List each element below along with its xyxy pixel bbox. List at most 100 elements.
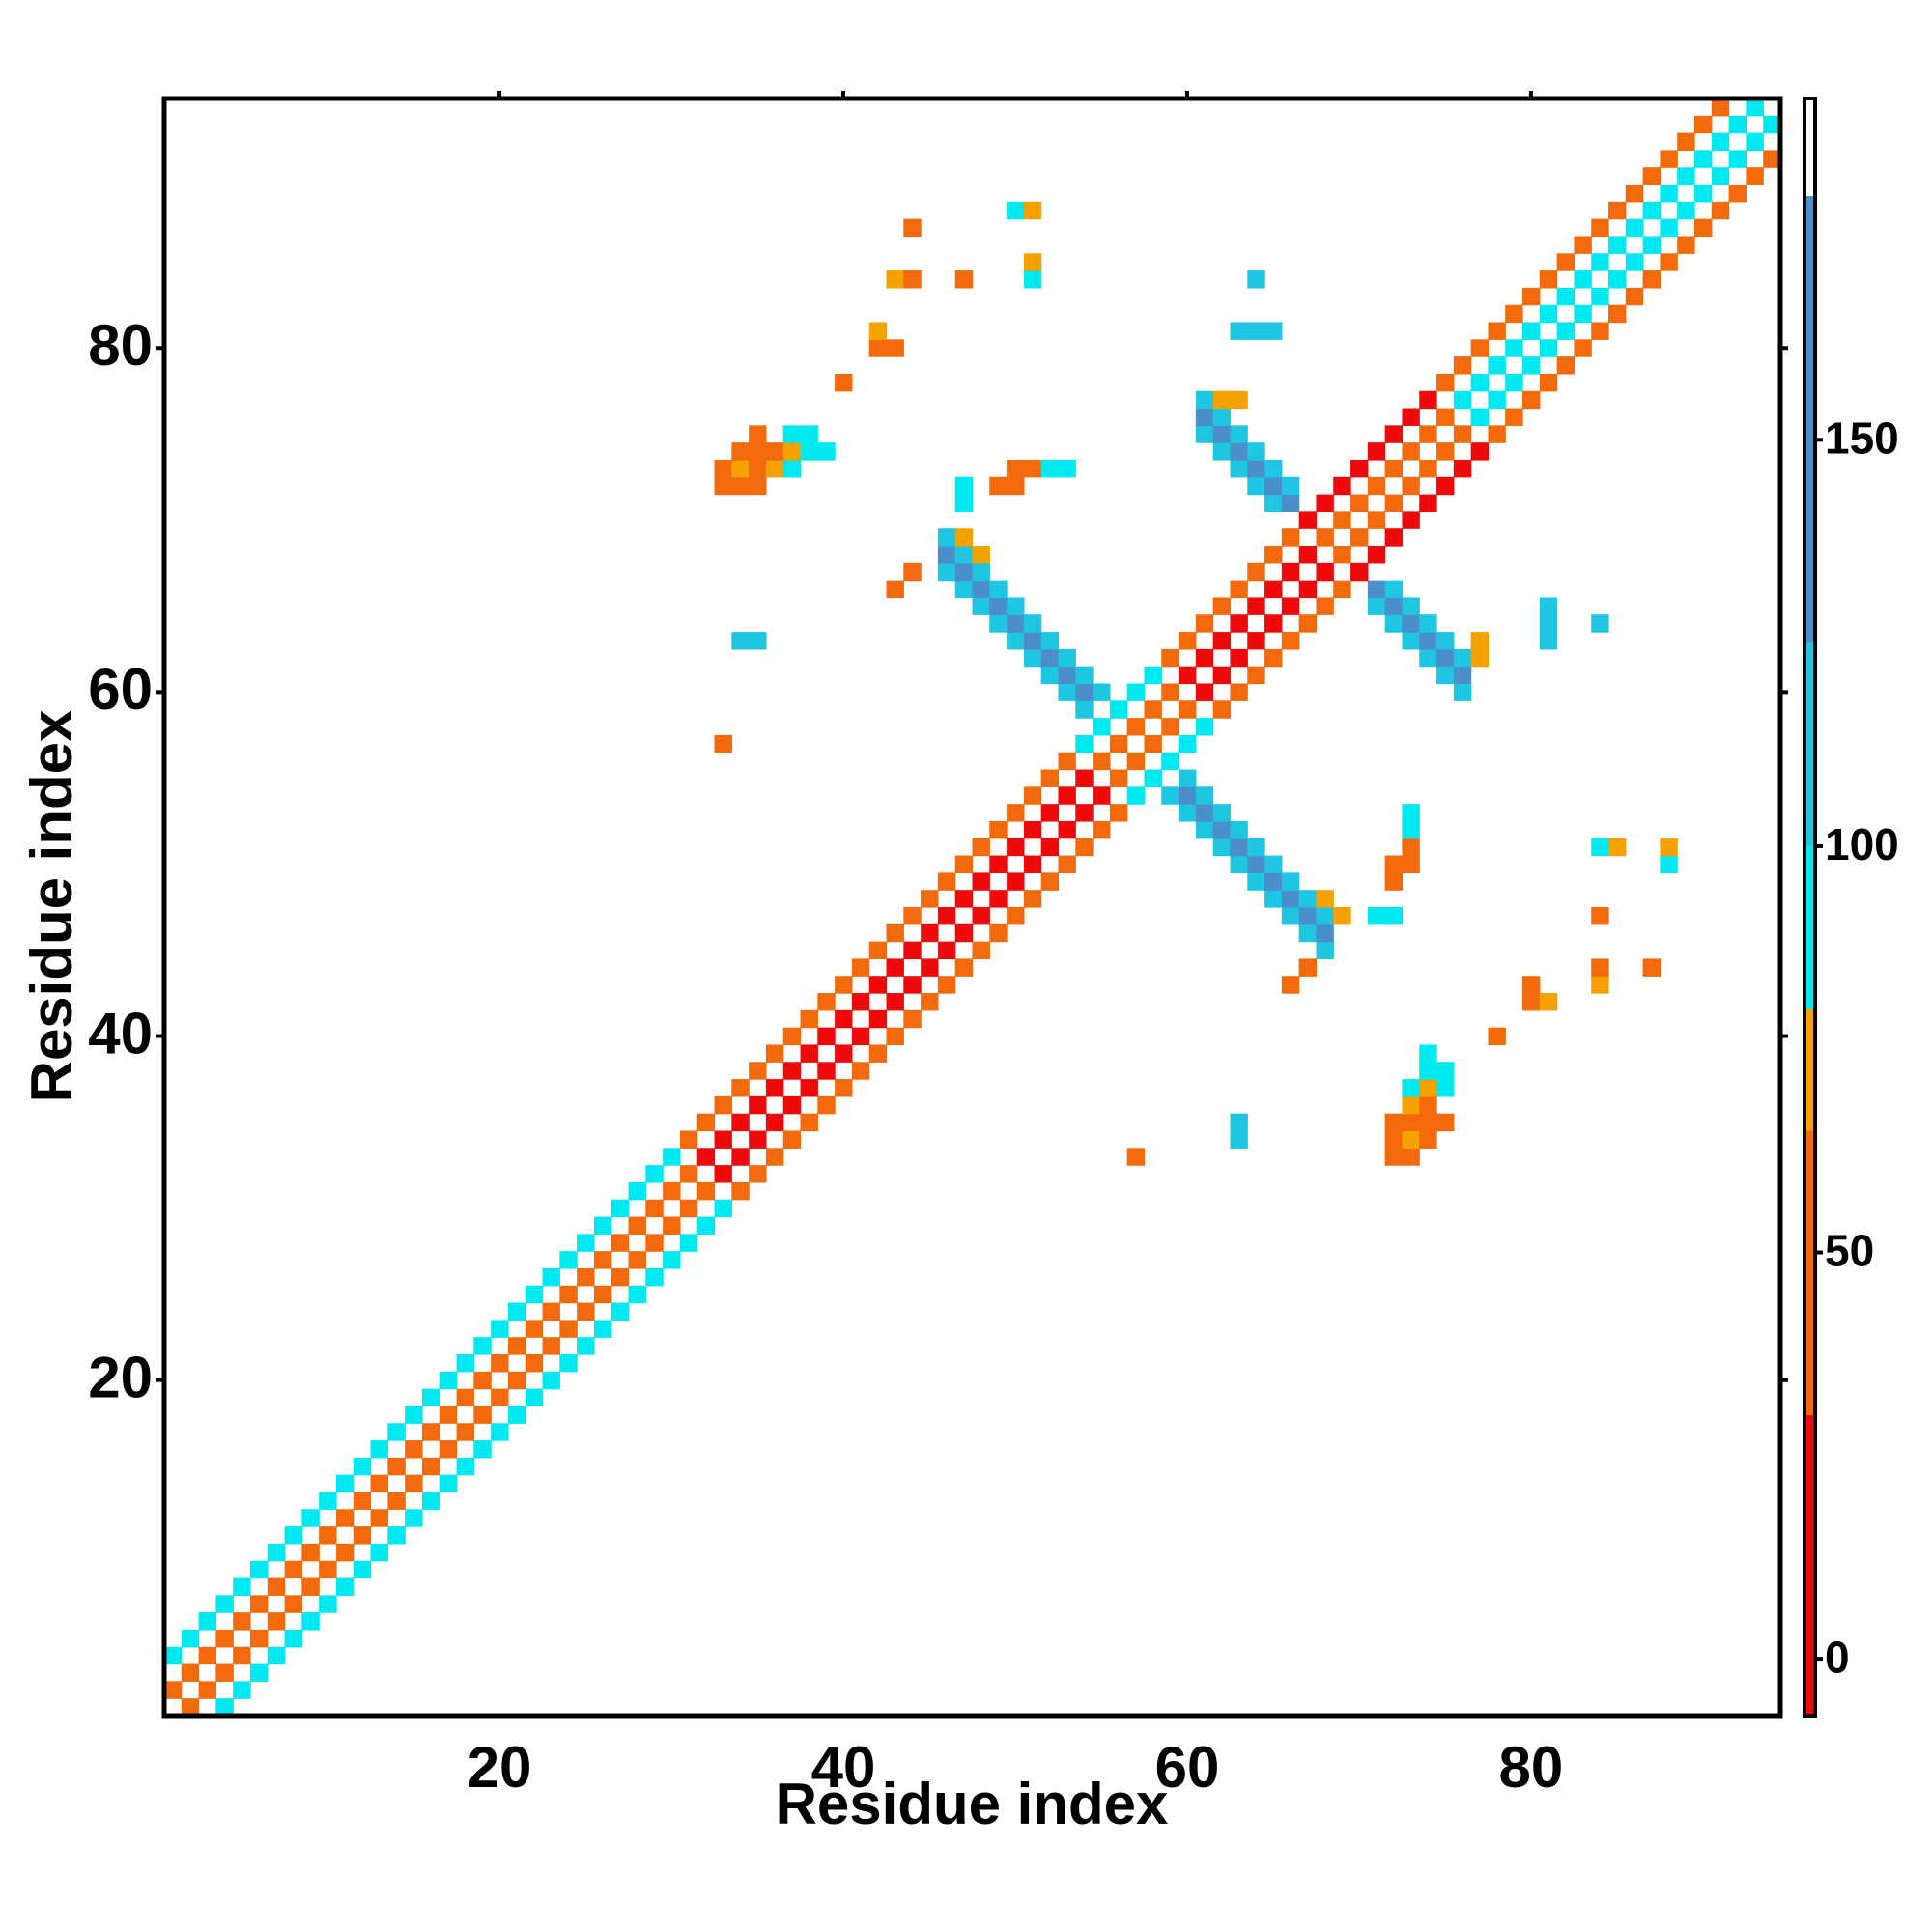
heatmap-cell bbox=[1470, 339, 1490, 357]
heatmap-cell bbox=[1023, 632, 1042, 650]
heatmap-cell bbox=[645, 1199, 664, 1218]
heatmap-cell bbox=[1093, 752, 1111, 771]
colorbar-segment bbox=[1804, 1009, 1815, 1131]
heatmap-cell bbox=[921, 993, 939, 1011]
heatmap-cell bbox=[1660, 253, 1678, 271]
heatmap-cell bbox=[765, 1113, 784, 1132]
heatmap-cell bbox=[851, 1027, 870, 1046]
heatmap-cell bbox=[1711, 99, 1730, 117]
heatmap-cell bbox=[835, 1009, 853, 1029]
heatmap-cell bbox=[1058, 666, 1076, 685]
heatmap-cell bbox=[937, 546, 956, 564]
heatmap-cell bbox=[989, 855, 1008, 873]
heatmap-cell bbox=[370, 1440, 388, 1459]
heatmap-cell bbox=[1007, 632, 1025, 650]
heatmap-cell bbox=[370, 1474, 388, 1493]
heatmap-cell bbox=[1023, 253, 1042, 271]
heatmap-cell bbox=[817, 993, 836, 1011]
heatmap-cell bbox=[868, 322, 888, 340]
heatmap-cell bbox=[319, 1595, 337, 1613]
heatmap-cell bbox=[370, 1543, 388, 1562]
heatmap-cell bbox=[1093, 718, 1111, 736]
heatmap-cell bbox=[1212, 390, 1232, 410]
heatmap-cell bbox=[731, 632, 750, 650]
heatmap-cell bbox=[421, 1388, 440, 1407]
heatmap-cell bbox=[1625, 185, 1644, 203]
x-tick-label: 80 bbox=[1499, 1735, 1564, 1800]
heatmap-cell bbox=[1075, 700, 1094, 719]
heatmap-cell bbox=[507, 1337, 526, 1355]
heatmap-cell bbox=[972, 872, 990, 891]
heatmap-cell bbox=[1075, 666, 1094, 685]
heatmap-cell bbox=[301, 1543, 320, 1562]
heatmap-cell bbox=[765, 459, 784, 478]
heatmap-cell bbox=[1126, 752, 1146, 771]
heatmap-cell bbox=[1058, 752, 1076, 771]
heatmap-cell bbox=[1419, 494, 1437, 513]
heatmap-cell bbox=[1126, 1148, 1146, 1166]
heatmap-cell bbox=[817, 1027, 836, 1046]
heatmap-cell bbox=[1522, 322, 1541, 340]
heatmap-cell bbox=[1694, 185, 1713, 203]
heatmap-cell bbox=[1230, 614, 1248, 633]
heatmap-cell bbox=[284, 1629, 302, 1648]
colorbar-tick-label: 0 bbox=[1825, 1632, 1850, 1682]
heatmap-cell bbox=[1453, 390, 1472, 410]
heatmap-cell bbox=[1212, 700, 1232, 719]
heatmap-cell bbox=[1625, 287, 1644, 306]
y-tick-label: 60 bbox=[88, 657, 153, 722]
heatmap-cell bbox=[954, 562, 974, 582]
heatmap-cell bbox=[1075, 838, 1094, 857]
heatmap-cell bbox=[1316, 890, 1334, 908]
heatmap-cell bbox=[903, 907, 922, 925]
heatmap-cell bbox=[663, 1181, 681, 1201]
heatmap-cell bbox=[577, 1302, 595, 1321]
heatmap-cell bbox=[1007, 201, 1025, 220]
heatmap-cell bbox=[525, 1285, 544, 1304]
heatmap-cell bbox=[1230, 390, 1248, 410]
heatmap-cell bbox=[1384, 528, 1404, 547]
heatmap-cell bbox=[903, 941, 922, 960]
heatmap-cell bbox=[954, 890, 974, 908]
heatmap-cell bbox=[1419, 1062, 1437, 1080]
heatmap-cell bbox=[1247, 322, 1265, 340]
heatmap-cell bbox=[1419, 459, 1437, 478]
heatmap-cell bbox=[1281, 494, 1300, 513]
heatmap-cell bbox=[1642, 958, 1662, 977]
heatmap-cell bbox=[1281, 976, 1300, 994]
heatmap-cell bbox=[319, 1560, 337, 1579]
heatmap-cell bbox=[954, 270, 974, 289]
heatmap-cell bbox=[1453, 356, 1472, 375]
heatmap-cell bbox=[1179, 804, 1197, 822]
heatmap-cell bbox=[1608, 201, 1627, 220]
heatmap-cell bbox=[1556, 287, 1576, 306]
heatmap-cell bbox=[542, 1302, 560, 1321]
heatmap-cell bbox=[421, 1457, 440, 1476]
colorbar-segment bbox=[1804, 195, 1815, 643]
colorbar-segment bbox=[1804, 1414, 1815, 1716]
heatmap-cell bbox=[972, 838, 990, 857]
heatmap-cell bbox=[1402, 597, 1420, 615]
heatmap-cell bbox=[1384, 1148, 1404, 1166]
heatmap-cell bbox=[1728, 150, 1747, 168]
heatmap-cell bbox=[1058, 459, 1076, 478]
colorbar-tick-label: 100 bbox=[1825, 819, 1899, 869]
heatmap-cell bbox=[1040, 804, 1060, 822]
heatmap-cell bbox=[1419, 648, 1437, 668]
heatmap-cell bbox=[577, 1267, 595, 1287]
heatmap-cell bbox=[1333, 907, 1351, 925]
heatmap-cell bbox=[1728, 185, 1747, 203]
heatmap-cell bbox=[542, 1337, 560, 1355]
heatmap-cell bbox=[1539, 270, 1558, 289]
heatmap-cell bbox=[1522, 976, 1541, 994]
heatmap-cell bbox=[1402, 408, 1420, 426]
heatmap-cell bbox=[456, 1457, 474, 1476]
heatmap-cell bbox=[267, 1577, 286, 1596]
heatmap-cell bbox=[1247, 270, 1265, 289]
heatmap-cell bbox=[1023, 459, 1042, 478]
heatmap-cell bbox=[1230, 425, 1248, 443]
heatmap-cell bbox=[1195, 425, 1214, 443]
heatmap-cell bbox=[1436, 648, 1455, 668]
heatmap-cell bbox=[233, 1646, 251, 1665]
heatmap-cell bbox=[1195, 390, 1214, 410]
